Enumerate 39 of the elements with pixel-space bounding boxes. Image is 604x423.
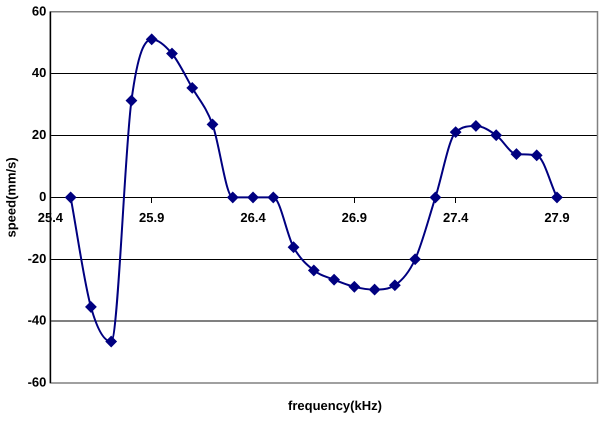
point	[430, 192, 441, 203]
point	[450, 126, 462, 138]
point	[85, 301, 96, 312]
point	[470, 120, 482, 132]
x-tick-label: 26.4	[240, 210, 266, 225]
x-tick-label: 27.9	[544, 210, 570, 225]
point	[551, 192, 562, 203]
point	[348, 281, 360, 292]
point	[106, 336, 117, 348]
point	[531, 150, 542, 161]
point	[369, 284, 380, 296]
point	[490, 130, 502, 141]
y-axis-title: speed(mm/s)	[3, 157, 18, 238]
point	[146, 34, 158, 45]
point	[206, 118, 218, 130]
point	[328, 274, 340, 286]
point	[410, 254, 421, 265]
point	[308, 264, 320, 276]
point	[288, 242, 300, 253]
y-tick-label: -60	[28, 374, 46, 390]
point	[248, 192, 259, 203]
y-tick-label: -40	[28, 312, 46, 328]
y-tick-label: 20	[32, 127, 46, 142]
x-tick-label: 26.9	[342, 210, 367, 225]
point	[166, 48, 178, 60]
y-tick-label: 0	[39, 188, 46, 204]
x-tick-label: 27.4	[443, 210, 470, 225]
point	[389, 280, 400, 291]
point	[126, 95, 137, 106]
point	[186, 82, 198, 94]
y-tick-label: -20	[28, 250, 46, 266]
point	[227, 192, 238, 203]
point	[268, 192, 279, 203]
x-tick-label: 25.9	[139, 210, 164, 225]
point	[65, 192, 76, 203]
point	[510, 148, 522, 160]
x-axis-title: frequency(kHz)	[287, 398, 383, 413]
y-tick-label: 60	[32, 3, 46, 18]
y-tick-label: 40	[32, 65, 46, 80]
